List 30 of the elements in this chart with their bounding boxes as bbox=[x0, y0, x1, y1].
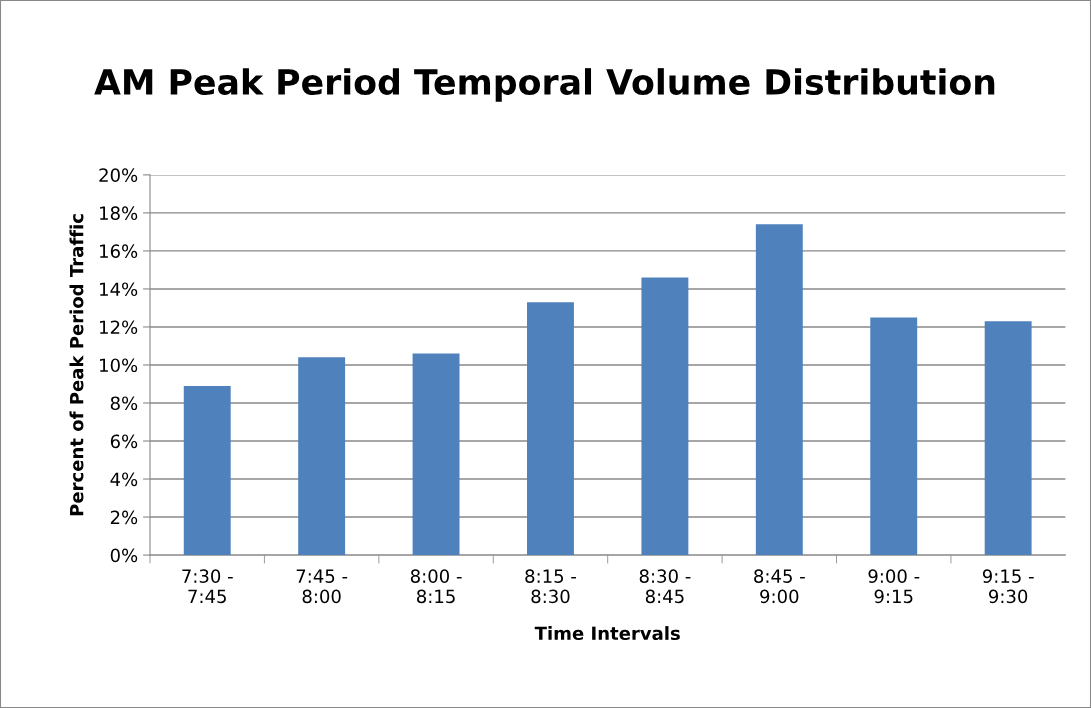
x-axis-title: Time Intervals bbox=[534, 626, 680, 641]
x-tick-label: 8:00 - 8:15 bbox=[410, 569, 462, 604]
y-tick-label: 6% bbox=[110, 434, 138, 449]
bar bbox=[298, 357, 346, 556]
bar bbox=[183, 385, 231, 556]
x-tick-label: 9:00 - 9:15 bbox=[868, 569, 920, 604]
bar bbox=[984, 321, 1032, 556]
bar bbox=[412, 353, 460, 556]
x-tick-label: 8:45 - 9:00 bbox=[754, 569, 805, 604]
chart-title: AM Peak Period Temporal Volume Distribution bbox=[94, 68, 995, 102]
x-tick-label: 9:15 - 9:30 bbox=[982, 569, 1034, 604]
y-tick-label: 14% bbox=[100, 282, 138, 297]
y-tick-label: 0% bbox=[110, 548, 138, 563]
bar bbox=[527, 302, 574, 556]
y-tick-label: 10% bbox=[100, 358, 138, 373]
x-tick-label: 7:30 - 7:45 bbox=[182, 569, 233, 604]
bar bbox=[870, 317, 918, 556]
x-tick-label: 8:30 - 8:45 bbox=[639, 569, 691, 604]
x-tick-label: 7:45 - 8:00 bbox=[296, 569, 348, 604]
bar bbox=[755, 224, 803, 556]
bar bbox=[641, 277, 689, 556]
x-tick-label: 8:15 - 8:30 bbox=[525, 569, 576, 604]
y-tick-label: 8% bbox=[110, 396, 138, 411]
y-tick-label: 4% bbox=[110, 472, 138, 487]
y-tick-label: 18% bbox=[100, 206, 138, 221]
y-tick-label: 12% bbox=[100, 320, 138, 335]
y-axis-title: Percent of Peak Period Traffic bbox=[69, 214, 84, 516]
y-tick-label: 20% bbox=[99, 168, 138, 182]
y-tick-label: 2% bbox=[110, 510, 138, 525]
y-tick-label: 16% bbox=[100, 244, 138, 259]
